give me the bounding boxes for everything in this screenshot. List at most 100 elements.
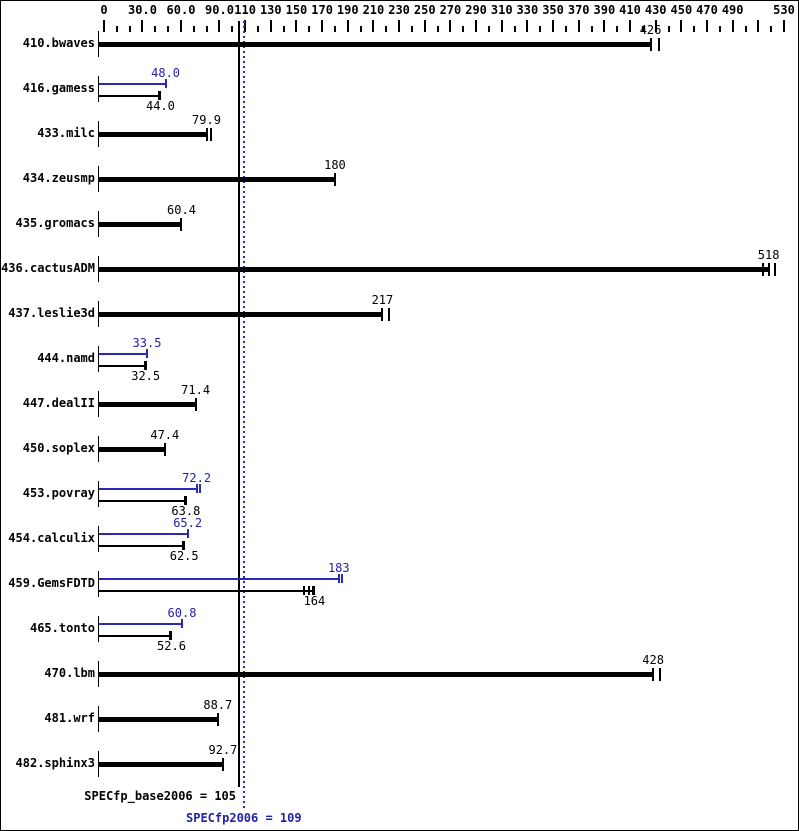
base-bar bbox=[99, 222, 182, 227]
base-bar bbox=[99, 267, 769, 272]
base-value-label: 60.4 bbox=[167, 203, 196, 217]
peak-value-label: 33.5 bbox=[132, 336, 162, 350]
axis-major-tick bbox=[179, 20, 182, 32]
axis-minor-tick bbox=[539, 26, 542, 32]
row-zero-axis bbox=[98, 526, 99, 552]
axis-tick-label: 490 bbox=[721, 3, 744, 17]
base-value-label: 217 bbox=[371, 293, 394, 307]
axis-minor-tick bbox=[333, 26, 336, 32]
axis-minor-tick bbox=[256, 26, 259, 32]
base-run-mark bbox=[761, 263, 764, 276]
base-value-label: 44.0 bbox=[145, 99, 175, 113]
base-value-label: 164 bbox=[303, 594, 326, 608]
peak-bar bbox=[99, 623, 182, 625]
base-bar bbox=[99, 672, 654, 677]
axis-major-tick bbox=[346, 20, 349, 32]
axis-minor-tick bbox=[718, 26, 721, 32]
axis-minor-tick bbox=[231, 26, 234, 32]
axis-minor-tick bbox=[154, 26, 157, 32]
refline-peak-dotted bbox=[242, 21, 245, 808]
row-zero-axis bbox=[98, 121, 99, 147]
base-bar bbox=[99, 762, 223, 767]
base-value-label: 426 bbox=[639, 23, 662, 37]
base-bar bbox=[99, 545, 185, 547]
base-run-mark bbox=[303, 586, 306, 595]
axis-minor-tick bbox=[128, 26, 131, 32]
base-value-label: 428 bbox=[642, 653, 664, 667]
axis-major-tick bbox=[423, 20, 426, 32]
base-bar bbox=[99, 635, 172, 637]
peak-bar bbox=[99, 533, 188, 535]
axis-major-tick bbox=[680, 20, 683, 32]
axis-major-tick bbox=[603, 20, 606, 32]
axis-minor-tick bbox=[590, 26, 593, 32]
base-run-mark bbox=[649, 38, 652, 51]
peak-run-mark bbox=[337, 574, 340, 583]
axis-minor-tick bbox=[462, 26, 465, 32]
axis-minor-tick bbox=[641, 26, 644, 32]
row-zero-axis bbox=[98, 706, 99, 732]
row-zero-axis bbox=[98, 346, 99, 372]
row-zero-axis bbox=[98, 661, 99, 687]
axis-tick-label: 270 bbox=[439, 3, 462, 17]
row-zero-axis bbox=[98, 31, 99, 57]
base-bar bbox=[99, 402, 196, 407]
axis-minor-tick bbox=[770, 26, 773, 32]
base-run-mark bbox=[659, 668, 662, 681]
base-run-mark bbox=[388, 308, 391, 321]
row-zero-axis bbox=[98, 211, 99, 237]
peak-bar bbox=[99, 488, 197, 490]
axis-minor-tick bbox=[513, 26, 516, 32]
axis-major-tick bbox=[295, 20, 298, 32]
base-run-mark bbox=[657, 38, 660, 51]
peak-run-mark bbox=[340, 574, 343, 583]
benchmark-label: 482.sphinx3 bbox=[15, 756, 95, 770]
axis-major-tick bbox=[218, 20, 221, 32]
axis-minor-tick bbox=[205, 26, 208, 32]
benchmark-label: 416.gamess bbox=[22, 81, 95, 95]
benchmark-label: 436.cactusADM bbox=[1, 261, 95, 275]
base-value-label: 88.7 bbox=[203, 698, 233, 712]
axis-minor-tick bbox=[192, 26, 195, 32]
row-zero-axis bbox=[98, 301, 99, 327]
axis-major-tick bbox=[103, 20, 105, 32]
axis-tick-label: 370 bbox=[567, 3, 590, 17]
base-bar bbox=[99, 42, 651, 47]
refline-base-solid bbox=[237, 21, 240, 787]
row-zero-axis bbox=[98, 481, 99, 507]
benchmark-label: 470.lbm bbox=[44, 666, 95, 680]
row-zero-axis bbox=[98, 616, 99, 642]
base-value-label: 63.8 bbox=[171, 504, 201, 518]
axis-major-tick bbox=[321, 20, 324, 32]
axis-minor-tick bbox=[167, 26, 170, 32]
base-run-mark bbox=[312, 586, 316, 595]
benchmark-label: 453.povray bbox=[22, 486, 95, 500]
benchmark-label: 437.leslie3d bbox=[8, 306, 95, 320]
axis-major-tick bbox=[757, 20, 760, 32]
axis-tick-label: 310 bbox=[490, 3, 513, 17]
benchmark-label: 410.bwaves bbox=[22, 36, 95, 50]
axis-tick-label: 230 bbox=[388, 3, 410, 17]
peak-run-mark bbox=[186, 529, 189, 538]
axis-major-tick bbox=[552, 20, 555, 32]
base-value-label: 52.6 bbox=[157, 639, 186, 653]
benchmark-label: 481.wrf bbox=[44, 711, 95, 725]
axis-major-tick bbox=[577, 20, 580, 32]
base-run-mark bbox=[221, 758, 224, 771]
axis-tick-label: 250 bbox=[413, 3, 436, 17]
base-bar bbox=[99, 132, 207, 137]
axis-tick-label: 0 bbox=[100, 3, 108, 17]
row-zero-axis bbox=[98, 436, 99, 462]
benchmark-label: 450.soplex bbox=[22, 441, 95, 455]
axis-tick-label: 150 bbox=[285, 3, 308, 17]
axis-tick-label: 350 bbox=[542, 3, 564, 17]
peak-value-label: 60.8 bbox=[167, 606, 197, 620]
base-value-label: 180 bbox=[324, 158, 346, 172]
axis-tick-label: 210 bbox=[362, 3, 385, 17]
axis-major-tick bbox=[706, 20, 708, 32]
base-bar bbox=[99, 312, 383, 317]
axis-major-tick bbox=[475, 20, 478, 32]
base-bar bbox=[99, 717, 218, 722]
peak-value-label: 65.2 bbox=[173, 516, 203, 530]
benchmark-label: 454.calculix bbox=[8, 531, 95, 545]
